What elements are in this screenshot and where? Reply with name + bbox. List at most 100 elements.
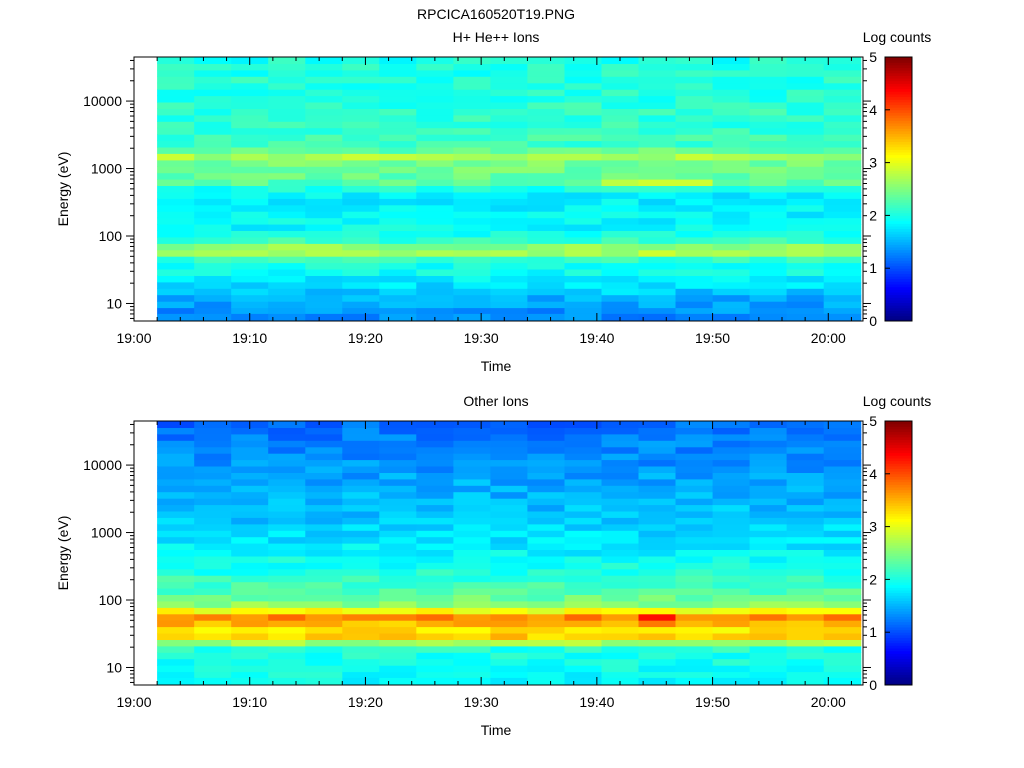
x-tick-label: 19:20 <box>348 330 383 346</box>
heatmap-cell <box>342 275 380 283</box>
heatmap-cell <box>268 588 306 595</box>
heatmap-cell <box>268 82 306 90</box>
heatmap-cell <box>712 159 751 167</box>
heatmap-cell <box>453 89 491 97</box>
colorbar-segment <box>885 104 912 108</box>
heatmap-cell <box>416 613 454 621</box>
heatmap-cell <box>453 555 491 563</box>
heatmap-cell <box>157 633 195 640</box>
heatmap-cell <box>675 204 714 212</box>
heatmap-cell <box>194 153 232 161</box>
colorbar-segment <box>885 650 912 654</box>
heatmap-cell <box>379 562 417 570</box>
heatmap-cell <box>675 459 714 467</box>
heatmap-cell <box>268 140 306 148</box>
heatmap-cell <box>712 63 751 71</box>
heatmap-cell <box>453 491 491 499</box>
heatmap-cell <box>712 140 751 148</box>
heatmap-cell <box>823 517 862 525</box>
heatmap-cell <box>231 658 269 666</box>
heatmap-cell <box>527 594 565 602</box>
heatmap-cell <box>786 134 825 142</box>
heatmap-cell <box>601 498 640 506</box>
heatmap-cell <box>564 620 603 628</box>
heatmap-cell <box>157 224 195 231</box>
heatmap-cell <box>194 275 232 283</box>
heatmap-cell <box>231 179 269 186</box>
heatmap-cell <box>527 146 565 154</box>
heatmap-cell <box>823 652 862 660</box>
colorbar-segment <box>885 212 912 216</box>
heatmap-cell <box>305 581 343 589</box>
heatmap-cell <box>823 108 862 116</box>
heatmap-cell <box>157 433 195 441</box>
heatmap-cell <box>823 626 862 634</box>
heatmap-cell <box>786 485 825 493</box>
heatmap-cell <box>268 198 306 206</box>
x-tick-label: 19:10 <box>232 694 267 710</box>
panel-h-he-ions: H+ He++ Ions Log counts Energy (eV) Time… <box>55 29 931 374</box>
heatmap-cell <box>786 536 825 544</box>
heatmap-cell <box>268 421 306 428</box>
y-tick-label: 1000 <box>91 161 122 177</box>
heatmap-cell <box>379 146 417 154</box>
heatmap-cell <box>601 204 640 212</box>
heatmap-cell <box>342 63 380 71</box>
heatmap-cell <box>675 89 714 97</box>
heatmap-cell <box>675 69 714 77</box>
heatmap-cell <box>342 626 380 634</box>
heatmap-cell <box>416 114 454 122</box>
heatmap-cell <box>342 82 380 90</box>
heatmap-cell <box>749 127 788 135</box>
heatmap-cell <box>194 555 232 563</box>
heatmap-cell <box>527 166 565 174</box>
heatmap-cell <box>194 288 232 296</box>
heatmap-cell <box>157 607 195 615</box>
heatmap-cell <box>453 459 491 467</box>
heatmap-cell <box>453 288 491 296</box>
colorbar-segment <box>885 186 912 190</box>
colorbar-segment <box>885 86 912 90</box>
heatmap-cell <box>675 549 714 557</box>
heatmap-cell <box>453 568 491 576</box>
heatmap-cell <box>527 57 565 64</box>
heatmap-cell <box>823 275 862 283</box>
heatmap-cell <box>342 543 380 550</box>
heatmap-cell <box>416 301 454 309</box>
colorbar-segment <box>885 199 912 203</box>
heatmap-cell <box>194 594 232 602</box>
heatmap-cell <box>268 536 306 544</box>
heatmap-cell <box>823 269 862 276</box>
heatmap-cell <box>231 262 269 270</box>
colorbar-segment <box>885 313 912 317</box>
colorbar-segment <box>885 231 912 235</box>
heatmap-cell <box>638 198 677 206</box>
colorbar-segment <box>885 291 912 296</box>
heatmap-cell <box>712 307 751 315</box>
heatmap-cell <box>231 472 269 480</box>
heatmap-cell <box>601 146 640 154</box>
heatmap-cell <box>342 134 380 142</box>
colorbar-segment <box>885 500 912 504</box>
heatmap-cell <box>416 236 454 244</box>
heatmap-cell <box>675 620 714 628</box>
heatmap-cell <box>379 313 417 321</box>
heatmap-cell <box>231 172 269 180</box>
heatmap-cell <box>231 108 269 116</box>
heatmap-cell <box>638 639 677 647</box>
heatmap-cell <box>194 191 232 199</box>
colorbar-segment <box>885 289 912 293</box>
heatmap-cell <box>712 459 751 467</box>
colorbar-segment <box>885 434 912 438</box>
colorbar-segment <box>885 587 912 591</box>
heatmap-cell <box>823 671 862 679</box>
heatmap-cell <box>268 102 306 109</box>
heatmap-cell <box>305 652 343 660</box>
colorbar-segment <box>885 653 912 657</box>
heatmap-cell <box>638 575 677 583</box>
heatmap-cell <box>379 517 417 525</box>
colorbar-segment <box>885 677 912 681</box>
heatmap-cell <box>342 459 380 467</box>
heatmap-cell <box>564 307 603 315</box>
colorbar-segment <box>885 655 912 660</box>
